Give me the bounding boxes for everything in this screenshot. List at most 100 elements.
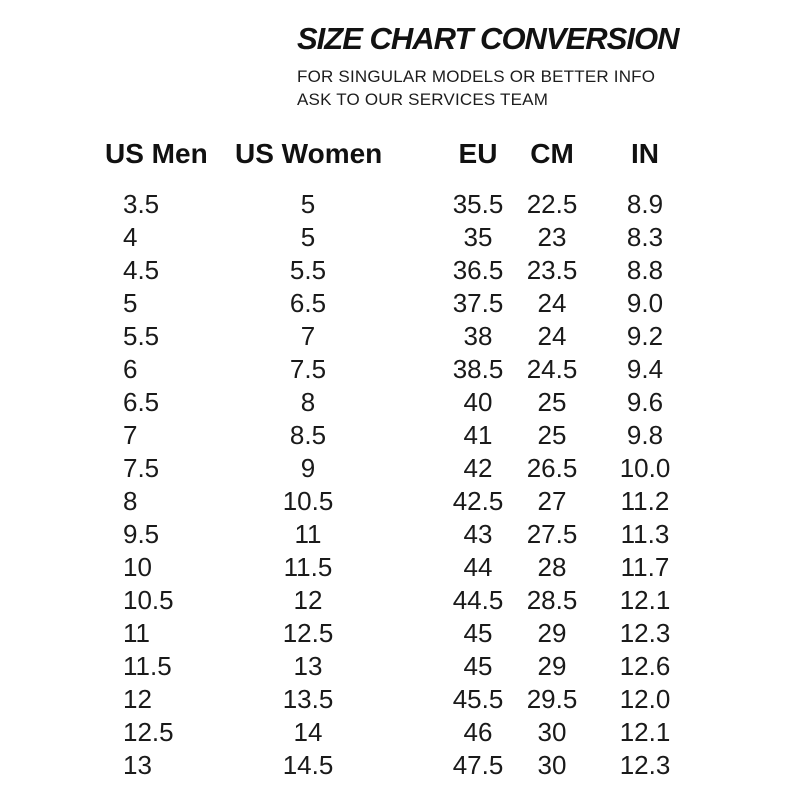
table-cell: 29.5 (526, 684, 578, 714)
table-cell: 4.5 (123, 255, 160, 285)
table-cell: 26.5 (526, 453, 578, 483)
table-row: 4 5 35 23 8.3 (85, 221, 725, 254)
table-cell: 9.0 (626, 288, 664, 318)
table-cell: 11.2 (620, 486, 670, 516)
table-cell: 3.5 (123, 189, 160, 219)
table-cell: 23.5 (526, 255, 578, 285)
table-cell: 14.5 (282, 750, 334, 780)
table-cell: 5 (300, 222, 316, 252)
table-cell: 7.5 (123, 453, 160, 483)
table-cell: 9.8 (626, 420, 664, 450)
table-cell: 38.5 (452, 354, 504, 384)
table-cell: 11.3 (620, 519, 670, 549)
table-cell: 9.2 (626, 321, 664, 351)
table-row: 8 10.5 42.5 27 11.2 (85, 485, 725, 518)
table-cell: 25 (537, 420, 567, 450)
table-cell: 25 (537, 387, 567, 417)
table-cell: 38 (463, 321, 493, 351)
subtitle-line-2: ASK TO OUR SERVICES TEAM (297, 90, 549, 109)
table-cell: 8 (123, 486, 138, 516)
table-cell: 11.7 (620, 552, 670, 582)
table-cell: 12.5 (123, 717, 174, 747)
table-cell: 27 (537, 486, 567, 516)
table-cell: 12 (293, 585, 323, 615)
table-cell: 11.5 (123, 651, 172, 681)
table-cell: 12.5 (282, 618, 334, 648)
table-cell: 11.5 (283, 552, 333, 582)
table-cell: 30 (537, 750, 567, 780)
table-cell: 6.5 (289, 288, 327, 318)
table-cell: 28 (537, 552, 567, 582)
table-cell: 8.8 (626, 255, 664, 285)
table-cell: 8.5 (289, 420, 327, 450)
table-cell: 29 (537, 651, 567, 681)
table-row: 6.5 8 40 25 9.6 (85, 386, 725, 419)
table-row: 3.5 5 35.5 22.5 8.9 (85, 188, 725, 221)
table-row: 6 7.5 38.5 24.5 9.4 (85, 353, 725, 386)
column-header-in: IN (631, 138, 659, 169)
table-cell: 12.1 (619, 585, 671, 615)
table-cell: 9.6 (626, 387, 664, 417)
table-cell: 9 (300, 453, 316, 483)
table-row: 5 6.5 37.5 24 9.0 (85, 287, 725, 320)
table-cell: 12.1 (619, 717, 671, 747)
column-header-eu: EU (458, 138, 498, 169)
table-row: 10 11.5 44 28 11.7 (85, 551, 725, 584)
table-cell: 13 (123, 750, 152, 780)
table-cell: 9.5 (123, 519, 160, 549)
table-cell: 24 (537, 288, 567, 318)
table-header-row: US Men US Women EU CM IN (85, 134, 725, 174)
table-row: 11 12.5 45 29 12.3 (85, 617, 725, 650)
table-cell: 44.5 (452, 585, 504, 615)
table-cell: 12 (123, 684, 152, 714)
table-cell: 14 (293, 717, 323, 747)
table-cell: 4 (123, 222, 138, 252)
table-row: 4.5 5.5 36.5 23.5 8.8 (85, 254, 725, 287)
page-title: SIZE CHART CONVERSION (297, 21, 679, 56)
table-cell: 28.5 (526, 585, 578, 615)
subtitle-line-1: FOR SINGULAR MODELS OR BETTER INFO (297, 67, 656, 86)
table-cell: 12.6 (619, 651, 671, 681)
table-row: 11.5 13 45 29 12.6 (85, 650, 725, 683)
table-cell: 11 (294, 519, 322, 549)
table-row: 9.5 11 43 27.5 11.3 (85, 518, 725, 551)
table-cell: 12.3 (619, 750, 671, 780)
table-cell: 5.5 (123, 321, 160, 351)
table-cell: 7 (300, 321, 316, 351)
table-cell: 47.5 (452, 750, 504, 780)
table-cell: 30 (537, 717, 567, 747)
table-row: 7.5 9 42 26.5 10.0 (85, 452, 725, 485)
table-body: 3.5 5 35.5 22.5 8.9 4 5 35 23 8.3 4.5 5.5 36.5 23.5 8.… (85, 188, 725, 782)
table-row: 12 13.5 45.5 29.5 12.0 (85, 683, 725, 716)
table-cell: 10.5 (123, 585, 174, 615)
table-cell: 8.9 (626, 189, 664, 219)
table-row: 10.5 12 44.5 28.5 12.1 (85, 584, 725, 617)
column-header-us-women: US Women (235, 138, 383, 169)
table-cell: 40 (463, 387, 493, 417)
table-cell: 42 (463, 453, 493, 483)
table-cell: 37.5 (452, 288, 504, 318)
table-cell: 45 (463, 618, 493, 648)
table-cell: 41 (463, 420, 493, 450)
column-header-us-men: US Men (105, 138, 208, 169)
chart-header: SIZE CHART CONVERSION FOR SINGULAR MODEL… (297, 21, 679, 111)
table-cell: 13.5 (282, 684, 334, 714)
table-cell: 29 (537, 618, 567, 648)
table-cell: 42.5 (452, 486, 504, 516)
table-cell: 22.5 (526, 189, 578, 219)
table-cell: 12.0 (619, 684, 671, 714)
table-cell: 5.5 (289, 255, 327, 285)
table-cell: 9.4 (626, 354, 664, 384)
table-cell: 35.5 (452, 189, 504, 219)
size-conversion-table: US Men US Women EU CM IN 3.5 5 35.5 22.5 8.9 4 5 35… (85, 134, 725, 782)
table-cell: 12.3 (619, 618, 671, 648)
table-cell: 7 (123, 420, 138, 450)
table-cell: 23 (537, 222, 567, 252)
column-header-cm: CM (530, 138, 574, 169)
table-cell: 46 (463, 717, 493, 747)
table-cell: 6.5 (123, 387, 160, 417)
table-row: 7 8.5 41 25 9.8 (85, 419, 725, 452)
table-cell: 27.5 (526, 519, 578, 549)
table-cell: 10.0 (619, 453, 671, 483)
